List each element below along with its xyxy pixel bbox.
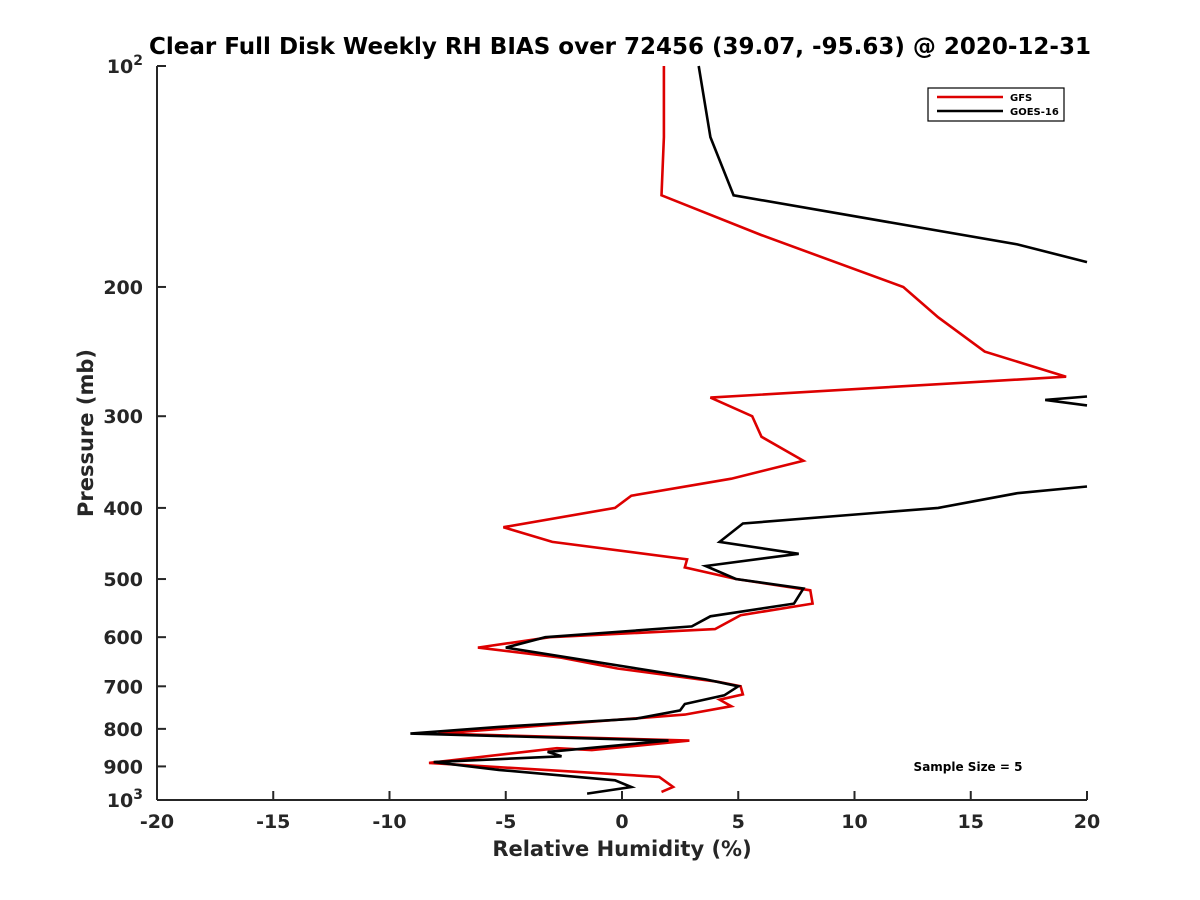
series-layer: [410, 65, 1088, 795]
y-tick-label: 900: [103, 756, 143, 778]
x-tick-label: -10: [372, 811, 406, 833]
x-tick-label: 0: [615, 811, 628, 833]
legend-box: [927, 87, 1065, 122]
y-tick-label: 800: [103, 719, 143, 741]
y-tick-label: 700: [103, 676, 143, 698]
y-tick-label: 200: [103, 277, 143, 299]
y-tick-label: 500: [103, 569, 143, 591]
plot-area: -20 -15 -10 -5 0 5 10 15 20 102 200 300 400 500 600 70…: [103, 53, 1100, 833]
x-tick-label: -5: [495, 811, 516, 833]
x-tick-label: -15: [256, 811, 290, 833]
x-axis-ticks: -20 -15 -10 -5 0 5 10 15 20: [140, 791, 1100, 833]
y-tick-label: 102: [107, 53, 143, 78]
y-axis-ticks: 102 200 300 400 500 600 700 800 900 103: [103, 53, 166, 812]
x-tick-label: 15: [958, 811, 984, 833]
series-line-goes16: [697, 65, 1088, 264]
y-tick-label: 400: [103, 498, 143, 520]
series-line-gfs: [428, 66, 1067, 794]
y-axis-label: Pressure (mb): [74, 349, 98, 517]
x-tick-label: 10: [841, 811, 867, 833]
series-line-goes16: [1045, 395, 1088, 407]
x-tick-label: -20: [140, 811, 174, 833]
y-tick-label: 600: [103, 627, 143, 649]
legend-label-gfs: GFS: [1010, 93, 1032, 104]
x-tick-label: 20: [1074, 811, 1100, 833]
x-tick-label: 5: [732, 811, 745, 833]
series-line-goes16: [410, 485, 1088, 795]
chart-title: Clear Full Disk Weekly RH BIAS over 7245…: [149, 34, 1091, 60]
legend: GFS GOES-16: [927, 87, 1065, 122]
legend-label-goes16: GOES-16: [1010, 107, 1059, 118]
y-tick-label: 103: [107, 787, 143, 812]
y-tick-label: 300: [103, 406, 143, 428]
sample-size-annotation: Sample Size = 5: [914, 760, 1023, 774]
x-axis-label: Relative Humidity (%): [492, 837, 751, 861]
